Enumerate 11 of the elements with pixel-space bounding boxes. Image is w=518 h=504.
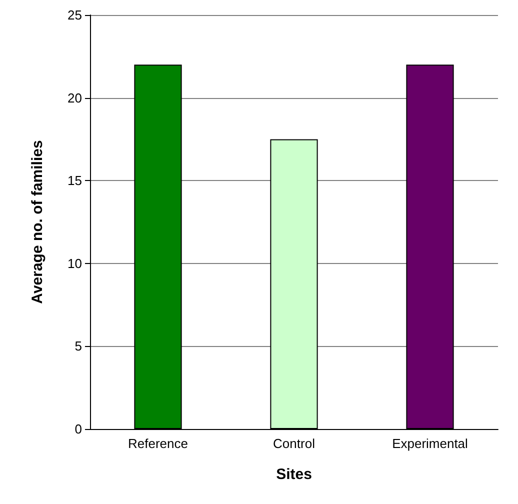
- x-tick-label: Reference: [128, 436, 188, 451]
- x-tick-label: Experimental: [392, 436, 468, 451]
- y-tick-label: 5: [74, 338, 82, 354]
- x-tick-label: Control: [273, 436, 316, 451]
- y-tick-label: 20: [68, 90, 82, 106]
- y-tick-label: 0: [74, 422, 82, 436]
- y-axis-title: Average no. of families: [29, 140, 46, 304]
- y-tick-label: 15: [68, 173, 82, 188]
- x-axis-title: Sites: [276, 466, 312, 483]
- y-tick-label: 25: [68, 8, 82, 22]
- y-tick-label: 10: [68, 256, 82, 271]
